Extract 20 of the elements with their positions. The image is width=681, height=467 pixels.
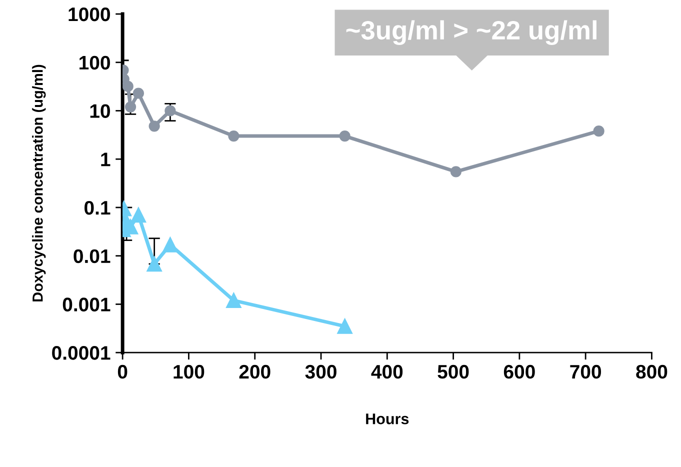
y-tick-label: 0.1 [84, 200, 110, 215]
x-tick-label: 700 [570, 364, 601, 379]
x-tick-label: 600 [504, 364, 535, 379]
y-tick-label: 10 [90, 104, 110, 118]
x-tick-label: 400 [371, 364, 403, 379]
y-tick-label: 100 [80, 56, 110, 70]
y-tick-label: 0.01 [74, 249, 110, 264]
y-tick-label: 0.0001 [52, 346, 110, 360]
x-axis-title: Hours [366, 414, 409, 424]
x-tick-label: 100 [174, 364, 204, 379]
x-tick-label: 200 [239, 364, 270, 379]
y-tick-label: 1 [101, 152, 110, 166]
y-tick-label: 1000 [68, 7, 110, 22]
x-tick-label: 800 [636, 364, 668, 379]
x-tick-label: 300 [305, 364, 336, 379]
x-tick-label: 500 [438, 364, 469, 379]
x-tick-label: 0 [118, 364, 128, 379]
annotation: ~3ug/ml > ~22 ug/ml [346, 20, 596, 45]
y-axis-title: Doxycycline concentration (ug/ml) [32, 64, 46, 302]
y-tick-label: 0.001 [62, 298, 110, 312]
